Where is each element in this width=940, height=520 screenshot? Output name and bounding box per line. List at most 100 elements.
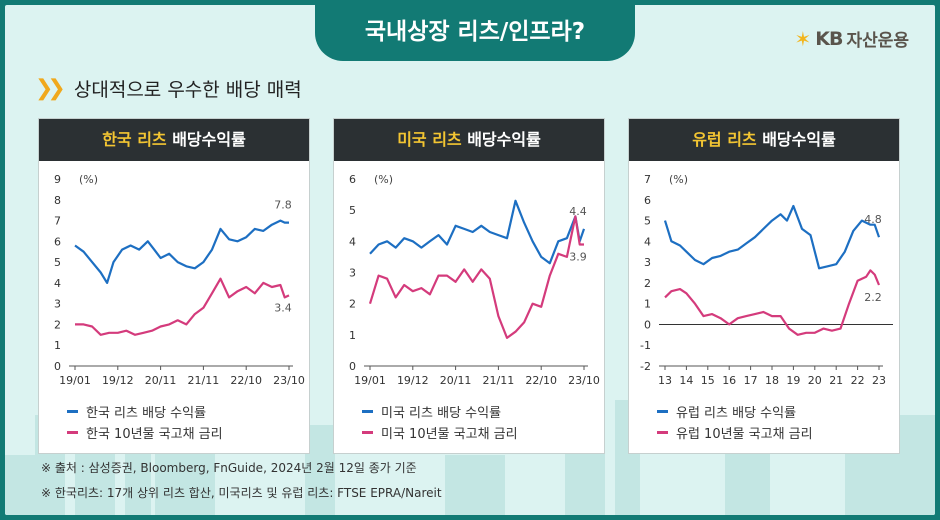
y-tick-label: 2 — [349, 298, 356, 311]
y-tick-label: -2 — [640, 360, 651, 373]
x-tick-label: 23/10 — [273, 374, 305, 387]
subtitle-text: 상대적으로 우수한 배당 매력 — [73, 79, 302, 101]
korea-yield-chart: 0 1 2 3 4 5 6 7 8 9 (%) 19/01 19/12 20/11 21/11 22/10 23… — [54, 173, 305, 387]
x-tick-label: 21/11 — [483, 374, 515, 387]
section-subtitle: ❯❯ 상대적으로 우수한 배당 매력 — [35, 75, 302, 102]
panel-title: 유럽 리츠 배당수익률 — [629, 119, 899, 161]
x-tick-label: 23/10 — [568, 374, 600, 387]
end-value-label-div: 7.8 — [274, 199, 292, 212]
panel-title-rest: 배당수익률 — [166, 130, 246, 149]
y-tick-label: 5 — [349, 204, 356, 217]
legend-swatch — [67, 410, 78, 413]
y-axis-unit-label: (%) — [374, 173, 393, 186]
end-value-label-bond: 3.4 — [274, 301, 292, 314]
x-tick-label: 20 — [808, 374, 822, 387]
panel-title-highlight: 한국 리츠 — [102, 130, 167, 149]
series-line-bond — [664, 269, 881, 336]
panel-europe: 유럽 리츠 배당수익률 -2 -1 0 1 2 3 4 5 6 7 (%) 13 14 15 16 17 18 1… — [628, 118, 900, 454]
legend-item-div: 한국 리츠 배당 수익률 — [67, 401, 223, 422]
y-tick-label: 0 — [349, 360, 356, 373]
y-tick-label: 3 — [54, 298, 61, 311]
panel-title: 미국 리츠 배당수익률 — [334, 119, 604, 161]
series-line-bond — [75, 277, 290, 336]
y-tick-label: 6 — [644, 194, 651, 207]
y-tick-label: 1 — [644, 298, 651, 311]
legend-label: 유럽 리츠 배당 수익률 — [676, 406, 797, 421]
x-tick-label: 18 — [765, 374, 779, 387]
panel-title-highlight: 미국 리츠 — [397, 130, 462, 149]
y-tick-label: 5 — [54, 256, 61, 269]
legend-label: 한국 리츠 배당 수익률 — [86, 406, 207, 421]
y-tick-label: 7 — [54, 215, 61, 228]
x-tick-label: 22/10 — [230, 374, 262, 387]
x-tick-label: 13 — [658, 374, 672, 387]
series-line-div — [74, 219, 289, 285]
legend-item-bond: 유럽 10년물 국고채 금리 — [657, 422, 813, 443]
y-tick-label: 3 — [644, 256, 651, 269]
legend-swatch — [362, 431, 373, 434]
x-tick-label: 20/11 — [145, 374, 177, 387]
end-value-label-div: 4.8 — [864, 213, 882, 226]
brand-name: KB — [815, 27, 843, 50]
brand-sub: 자산운용 — [846, 31, 909, 51]
chart-legend: 미국 리츠 배당 수익률 미국 10년물 국고채 금리 — [362, 401, 518, 443]
panel-title: 한국 리츠 배당수익률 — [39, 119, 309, 161]
x-tick-label: 19/01 — [354, 374, 386, 387]
y-tick-label: 3 — [349, 267, 356, 280]
legend-item-div: 미국 리츠 배당 수익률 — [362, 401, 518, 422]
series-line-div — [663, 204, 881, 270]
source-note: ※ 출처 : 삼성증권, Bloomberg, FnGuide, 2024년 2… — [41, 461, 417, 475]
star-logo-icon: ✶ — [794, 26, 812, 51]
y-tick-label: 6 — [349, 173, 356, 186]
end-value-label-bond: 3.9 — [569, 250, 587, 263]
x-tick-label: 21 — [829, 374, 843, 387]
panel-title-rest: 배당수익률 — [461, 130, 541, 149]
end-value-label-bond: 2.2 — [864, 291, 882, 304]
y-tick-label: 2 — [54, 318, 61, 331]
x-tick-label: 14 — [679, 374, 693, 387]
us-yield-chart: 0 1 2 3 4 5 6 (%) 19/01 19/12 20/11 21/11 22/10 23/10… — [349, 173, 600, 387]
x-tick-label: 16 — [722, 374, 736, 387]
panel-us: 미국 리츠 배당수익률 0 1 2 3 4 5 6 (%) 19/01 19/12 20/11 21/… — [333, 118, 605, 454]
panel-title-highlight: 유럽 리츠 — [692, 130, 757, 149]
y-tick-label: 4 — [644, 235, 651, 248]
end-value-label-div: 4.4 — [569, 205, 587, 218]
y-axis-unit-label: (%) — [669, 173, 688, 186]
y-axis-unit-label: (%) — [79, 173, 98, 186]
y-tick-label: 4 — [349, 235, 356, 248]
panel-korea: 한국 리츠 배당수익률 0 1 2 3 4 5 6 7 8 9 (%) 19/01 19/12 20/11… — [38, 118, 310, 454]
definition-note: ※ 한국리츠: 17개 상위 리츠 합산, 미국리츠 및 유럽 리츠: FTSE… — [41, 486, 442, 500]
y-tick-label: 1 — [349, 329, 356, 342]
series-line-div — [369, 199, 586, 265]
x-tick-label: 20/11 — [440, 374, 472, 387]
panel-title-rest: 배당수익률 — [756, 130, 836, 149]
y-tick-label: 6 — [54, 235, 61, 248]
y-tick-label: 0 — [644, 318, 651, 331]
y-tick-label: 1 — [54, 339, 61, 352]
x-tick-label: 22/10 — [525, 374, 557, 387]
x-tick-label: 23 — [872, 374, 886, 387]
x-tick-label: 22 — [851, 374, 865, 387]
header-title: 국내상장 리츠/인프라? — [315, 5, 635, 61]
x-tick-label: 19/12 — [397, 374, 429, 387]
chart-legend: 유럽 리츠 배당 수익률 유럽 10년물 국고채 금리 — [657, 401, 813, 443]
chart-legend: 한국 리츠 배당 수익률 한국 10년물 국고채 금리 — [67, 401, 223, 443]
y-tick-label: 4 — [54, 277, 61, 290]
legend-swatch — [657, 431, 668, 434]
x-tick-label: 21/11 — [188, 374, 220, 387]
y-tick-label: 0 — [54, 360, 61, 373]
x-tick-label: 19/01 — [59, 374, 91, 387]
legend-label: 한국 10년물 국고채 금리 — [86, 427, 223, 442]
y-tick-label: 9 — [54, 173, 61, 186]
x-tick-label: 17 — [744, 374, 758, 387]
legend-label: 미국 10년물 국고채 금리 — [381, 427, 518, 442]
x-tick-label: 19 — [786, 374, 800, 387]
x-tick-label: 15 — [701, 374, 715, 387]
legend-item-bond: 미국 10년물 국고채 금리 — [362, 422, 518, 443]
legend-label: 미국 리츠 배당 수익률 — [381, 406, 502, 421]
legend-swatch — [67, 431, 78, 434]
y-tick-label: 7 — [644, 173, 651, 186]
y-tick-label: 8 — [54, 194, 61, 207]
x-tick-label: 19/12 — [102, 374, 134, 387]
